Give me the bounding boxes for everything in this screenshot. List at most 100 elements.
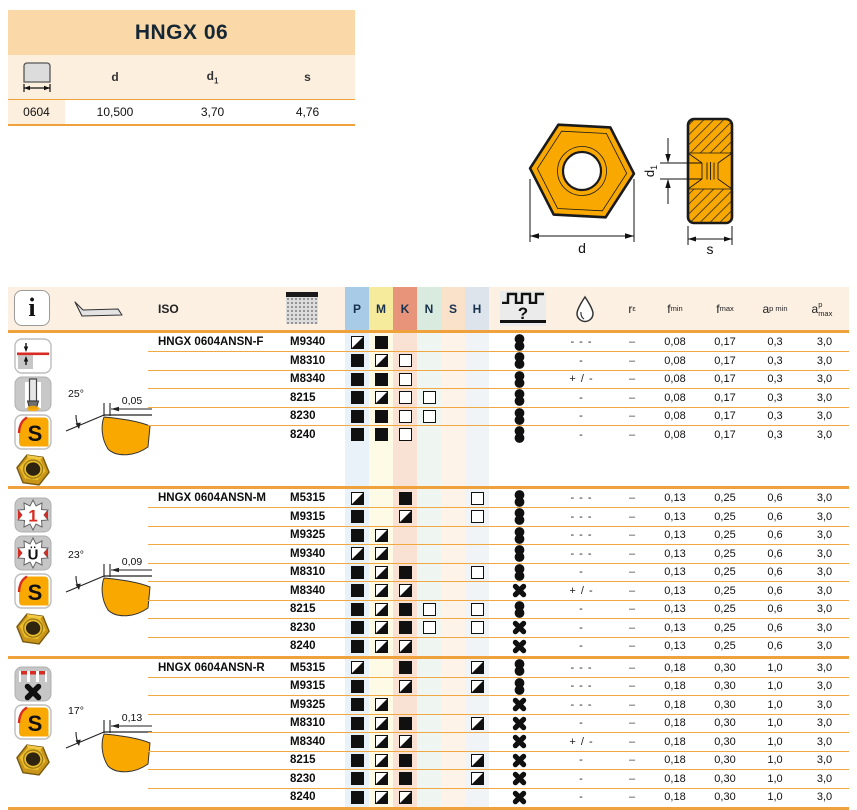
- mark-half: [398, 584, 412, 598]
- mark-empty: [470, 491, 484, 505]
- application-mark-K: [393, 716, 417, 730]
- coolant-value: -: [579, 428, 584, 441]
- fmax-value: 0,30: [714, 735, 736, 748]
- plunge-milling-icon: [14, 376, 52, 412]
- apmax-value: 3,0: [816, 428, 833, 441]
- mark-full: [398, 661, 412, 675]
- fmin-value: 0,08: [664, 391, 686, 404]
- mark-full: [374, 372, 388, 386]
- coolant-value: + / -: [569, 584, 594, 597]
- grade-row: M8310 - – 0,08 0,17 0,3 3,0: [8, 352, 849, 370]
- apmin-value: 0,3: [767, 391, 783, 404]
- grade-row: 8215 - – 0,13 0,25 0,6 3,0: [8, 600, 849, 619]
- mark-empty: [470, 510, 484, 524]
- application-mark-H: [465, 491, 489, 505]
- apmin-value: 0,3: [767, 373, 783, 386]
- mark-half: [398, 510, 412, 524]
- application-mark-K: [393, 772, 417, 786]
- application-mark-P: [345, 639, 369, 653]
- application-mark-N: [417, 391, 441, 405]
- apmax-value: 3,0: [816, 680, 833, 693]
- grade-name: 8230: [290, 410, 316, 423]
- mark-half: [374, 716, 388, 730]
- machining-conditions-interrupted: [489, 583, 549, 598]
- application-mark-P: [345, 428, 369, 442]
- insert-group-M: 1 Ü S 23° 0,09 HNGX 0604ANSN-M M5315 - - - – 0,13…: [8, 489, 849, 656]
- fmax-value: 0,25: [714, 640, 736, 653]
- apmax-value: 3,0: [816, 410, 833, 423]
- fmax-value: 0,25: [714, 529, 736, 542]
- coolant-value: - - -: [570, 529, 593, 542]
- application-mark-P: [345, 584, 369, 598]
- machining-conditions-interrupted: [489, 697, 549, 712]
- fmax-value: 0,30: [714, 680, 736, 693]
- application-mark-P: [345, 354, 369, 368]
- apmin-value: 1,0: [767, 680, 783, 693]
- grade-row: 8240 - – 0,18 0,30 1,0 3,0: [8, 788, 849, 807]
- mark-half: [374, 698, 388, 712]
- grade-row: M9315 - - - – 0,13 0,25 0,6 3,0: [8, 508, 849, 526]
- coolant-value: -: [579, 566, 584, 579]
- application-mark-P: [345, 698, 369, 712]
- mark-full: [350, 528, 364, 542]
- mark-half: [398, 639, 412, 653]
- fmin-value: 0,13: [664, 566, 686, 579]
- application-mark-N: [417, 602, 441, 616]
- front-dim-label: d: [578, 240, 586, 255]
- value-d: 10,500: [96, 105, 134, 119]
- apmax-value: 3,0: [816, 529, 833, 542]
- wiper-finishing-icon: [14, 338, 52, 374]
- machining-conditions-smooth: [489, 659, 549, 677]
- coolant-drop-icon: [574, 295, 596, 328]
- mark-full: [350, 735, 364, 749]
- apmax-value: 3,0: [816, 584, 833, 597]
- application-mark-P: [345, 735, 369, 749]
- fmax-label: f max: [716, 301, 734, 316]
- mark-half: [374, 772, 388, 786]
- fmax-value: 0,30: [714, 791, 736, 804]
- grade-name: 8240: [290, 428, 316, 441]
- machining-conditions-smooth: [489, 352, 549, 370]
- mark-full: [398, 565, 412, 579]
- application-mark-K: [393, 639, 417, 653]
- s-operation-icon: S: [14, 573, 52, 609]
- insert-photo: [14, 742, 52, 778]
- mark-empty: [422, 602, 436, 616]
- re-value: –: [628, 373, 636, 386]
- re-value: –: [628, 391, 636, 404]
- mark-full: [350, 602, 364, 616]
- coolant-value: -: [579, 772, 584, 785]
- application-mark-K: [393, 621, 417, 635]
- machining-conditions-interrupted: [489, 771, 549, 786]
- apmax-value: 3,0: [816, 336, 833, 349]
- application-mark-P: [345, 565, 369, 579]
- apmin-value: 1,0: [767, 698, 783, 711]
- grade-name: 8240: [290, 791, 316, 804]
- fmin-value: 0,18: [664, 661, 686, 674]
- application-mark-M: [369, 639, 393, 653]
- mark-half: [350, 547, 364, 561]
- mark-empty: [398, 391, 412, 405]
- application-mark-P: [345, 716, 369, 730]
- mark-empty: [422, 391, 436, 405]
- svg-text:17°: 17°: [68, 705, 84, 717]
- mark-half: [374, 790, 388, 804]
- mark-half: [350, 491, 364, 505]
- fmin-value: 0,08: [664, 354, 686, 367]
- grade-name: 8215: [290, 754, 316, 767]
- coolant-value: -: [579, 791, 584, 804]
- col-label-s: s: [304, 70, 311, 84]
- apmin-value: 0,3: [767, 336, 783, 349]
- machining-conditions-interrupted: [489, 716, 549, 731]
- application-mark-M: [369, 391, 393, 405]
- grade-name: 8215: [290, 603, 316, 616]
- apmin-value: 0,6: [767, 603, 783, 616]
- application-mark-K: [393, 372, 417, 386]
- grade-row: 8240 - – 0,08 0,17 0,3 3,0: [8, 426, 849, 445]
- mark-full: [398, 753, 412, 767]
- application-mark-P: [345, 772, 369, 786]
- application-mark-H: [465, 716, 489, 730]
- re-value: –: [628, 584, 636, 597]
- iso-group-header-H: H: [465, 287, 489, 330]
